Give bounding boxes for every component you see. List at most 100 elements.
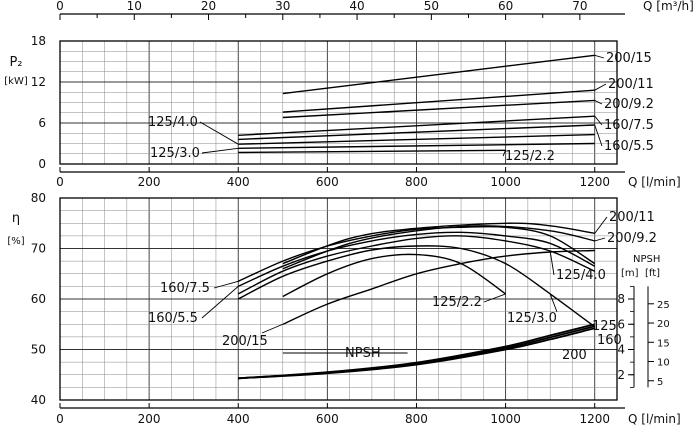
secondary-x-tick-label: 0 <box>56 0 64 13</box>
x-axis-label: Q [l/min] <box>628 412 681 426</box>
power-curve-200-9-2 <box>282 99 595 119</box>
npsh-curve-label: 125 <box>592 319 617 334</box>
x-tick-label: 400 <box>227 175 250 189</box>
series-label: 125/4.0 <box>556 268 606 283</box>
series-label: 125/3.0 <box>150 146 200 161</box>
npsh-m-tick-label: 6 <box>617 317 625 331</box>
label-leader <box>261 323 283 334</box>
y-axis-unit: [kW] <box>4 76 28 87</box>
label-leader <box>502 150 507 157</box>
y-tick-label: 50 <box>31 343 46 357</box>
efficiency-curve-125-4-0 <box>237 235 595 295</box>
series-label: 200/9.2 <box>607 231 657 246</box>
npsh-m-tick-label: 4 <box>617 343 625 357</box>
npsh-curve-label: 200 <box>562 348 587 363</box>
y-tick-label: 80 <box>31 191 46 205</box>
npsh-ft-tick-label: 25 <box>657 300 670 311</box>
secondary-x-tick-label: 10 <box>127 0 142 13</box>
y-tick-label: 18 <box>31 34 46 48</box>
secondary-x-tick-label: 40 <box>349 0 364 13</box>
x-tick-label: 1200 <box>579 412 610 426</box>
secondary-x-label: Q [m³/h] <box>643 0 694 13</box>
label-leader <box>594 124 603 147</box>
secondary-x-tick-label: 30 <box>275 0 290 13</box>
npsh-m-unit: [m] <box>621 268 639 279</box>
secondary-x-tick-label: 20 <box>201 0 216 13</box>
label-leader <box>594 54 605 59</box>
plot-frame <box>59 40 618 165</box>
series-label: 200/11 <box>608 77 654 92</box>
npsh-ft-tick-label: 10 <box>657 358 670 369</box>
label-leader <box>201 286 239 319</box>
series-label: 160/7.5 <box>604 118 654 133</box>
y-tick-label: 40 <box>31 393 46 407</box>
label-leader <box>594 237 606 242</box>
y-tick-label: 60 <box>31 292 46 306</box>
series-label: 125/2.2 <box>505 149 555 164</box>
npsh-ft-unit: [ft] <box>645 268 660 279</box>
x-tick-label: 0 <box>56 412 64 426</box>
series-label: 160/7.5 <box>160 281 210 296</box>
label-leader <box>201 147 239 154</box>
x-tick-label: 1000 <box>490 175 521 189</box>
y-tick-label: 6 <box>38 116 46 130</box>
efficiency-curve-160-7-5 <box>237 225 596 282</box>
series-label: 200/11 <box>609 210 655 225</box>
series-label: 200/9.2 <box>604 97 654 112</box>
series-label: 160/5.5 <box>604 139 654 154</box>
x-tick-label: 1000 <box>490 412 521 426</box>
label-leader <box>594 216 608 234</box>
power-curve-125-4-0 <box>238 133 595 145</box>
label-leader <box>594 83 607 91</box>
efficiency-curve-200-15 <box>282 249 595 325</box>
x-tick-label: 600 <box>316 412 339 426</box>
y-tick-label: 70 <box>31 242 46 256</box>
power-curve-125-2-2 <box>238 149 506 154</box>
secondary-x-tick-label: 50 <box>424 0 439 13</box>
npsh-curve-label: 160 <box>597 333 622 348</box>
series-label: 125/4.0 <box>148 115 198 130</box>
npsh-axis-title: NPSH <box>633 254 660 265</box>
y-axis-label: η <box>12 211 20 226</box>
series-label: 125/3.0 <box>507 311 557 326</box>
label-leader <box>594 100 603 105</box>
power-curve-125-3-0 <box>238 142 595 149</box>
power-curve-160-5-5 <box>238 124 595 141</box>
secondary-x-tick-label: 60 <box>498 0 513 13</box>
npsh-label: NPSH <box>345 346 381 361</box>
label-leader <box>483 293 506 303</box>
series-label: 125/2.2 <box>432 295 482 310</box>
x-tick-label: 200 <box>138 412 161 426</box>
plot-frame <box>59 197 618 401</box>
x-tick-label: 0 <box>56 175 64 189</box>
y-axis-unit: [%] <box>7 236 24 247</box>
efficiency-curve-125-3-0 <box>237 245 596 328</box>
series-label: 200/15 <box>606 51 652 66</box>
series-label: 160/5.5 <box>148 311 198 326</box>
x-tick-label: 400 <box>227 412 250 426</box>
npsh-ft-tick-label: 15 <box>657 338 670 349</box>
power-curve-200-11 <box>282 89 595 113</box>
secondary-x-tick-label: 70 <box>572 0 587 13</box>
y-axis-label: P₂ <box>9 55 22 70</box>
npsh-curve-125 <box>238 323 595 380</box>
label-leader <box>199 121 239 145</box>
efficiency-curve-200-11 <box>282 222 595 265</box>
series-label: 200/15 <box>222 334 268 349</box>
x-tick-label: 800 <box>405 412 428 426</box>
x-tick-label: 600 <box>316 175 339 189</box>
efficiency-curve-125-2-2 <box>282 253 506 298</box>
x-axis-label: Q [l/min] <box>628 175 681 189</box>
x-tick-label: 800 <box>405 175 428 189</box>
x-tick-label: 200 <box>138 175 161 189</box>
npsh-m-tick-label: 2 <box>617 368 625 382</box>
efficiency-curve-160-5-5 <box>237 231 596 288</box>
y-tick-label: 12 <box>31 75 46 89</box>
npsh-ft-tick-label: 20 <box>657 319 670 330</box>
label-leader <box>594 115 603 126</box>
npsh-m-tick-label: 8 <box>617 292 625 306</box>
label-leader <box>213 280 239 289</box>
y-tick-label: 0 <box>38 157 46 171</box>
power-curve-200-15 <box>282 54 595 95</box>
